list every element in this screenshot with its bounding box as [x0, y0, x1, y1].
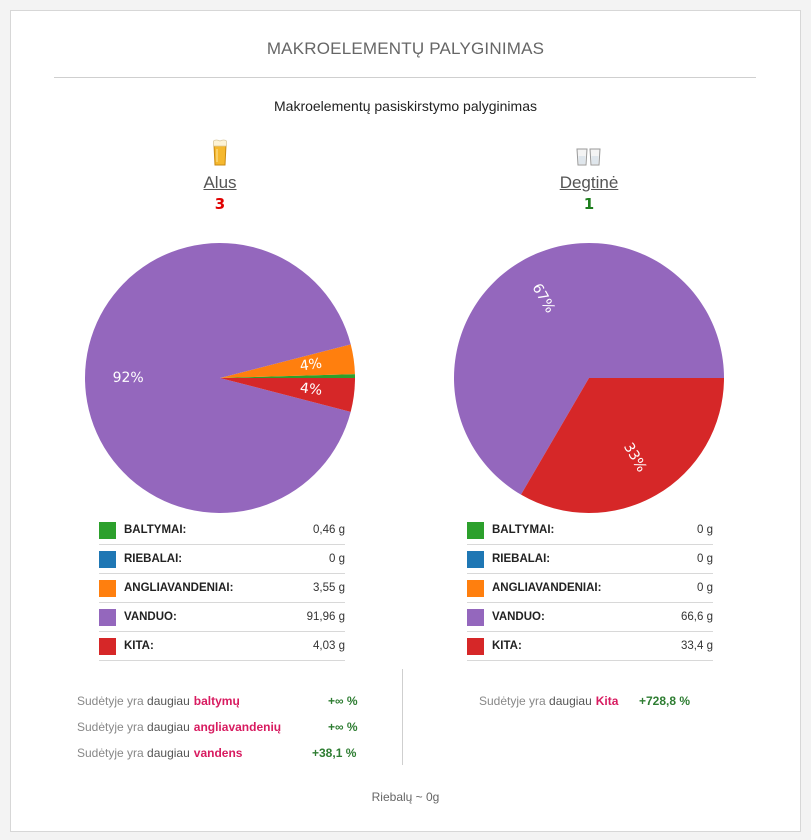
title-divider: [54, 77, 756, 78]
pie-slice-kita[interactable]: [220, 378, 355, 412]
legend-value: 33,4 g: [681, 640, 713, 652]
pie-slice-baltymai[interactable]: [220, 374, 355, 378]
legend-row-angliavandeniai: ANGLIAVANDENIAI: 3,55 g: [99, 574, 345, 603]
chart-subtitle: Makroelementų pasiskirstymo palyginimas: [274, 98, 537, 114]
legend-swatch-baltymai: [99, 521, 116, 539]
pie-slice-vanduo[interactable]: [85, 242, 351, 513]
legend-swatch-kita: [467, 637, 484, 655]
legend-row-baltymai: BALTYMAI: 0,46 g: [99, 516, 345, 545]
comparison-nutrient: vandens: [193, 746, 243, 760]
legend-swatch-angliavandeniai: [467, 579, 484, 597]
comparison-divider: [402, 669, 403, 765]
legend-degtine: BALTYMAI: 0 g RIEBALAI: 0 g ANGLIAVANDENIAI:…: [467, 516, 713, 661]
legend-label: KITA:: [492, 640, 522, 652]
legend-row-vanduo: VANDUO: 66,6 g: [467, 603, 713, 632]
comparison-row: Sudėtyje yra daugiau Kita +728,8 %: [479, 694, 691, 708]
comparison-nutrient: baltymų: [193, 694, 240, 708]
legend-label: ANGLIAVANDENIAI:: [124, 582, 234, 594]
footer-note: Riebalų ~ 0g: [371, 790, 440, 804]
comparison-percent: +∞ %: [328, 694, 358, 708]
drink-link-degtine[interactable]: Degtinė: [559, 173, 619, 192]
legend-label: RIEBALAI:: [124, 553, 183, 565]
legend-value: 0,46 g: [313, 524, 345, 536]
legend-row-kita: KITA: 33,4 g: [467, 632, 713, 661]
comparison-nutrient: Kita: [595, 694, 619, 708]
legend-label: ANGLIAVANDENIAI:: [492, 582, 602, 594]
legend-swatch-vanduo: [467, 608, 484, 626]
macro-comparison-card: MAKROELEMENTŲ PALYGINIMAS Makroelementų …: [10, 10, 801, 832]
comparison-row: Sudėtyje yra daugiau baltymų +∞ %: [77, 694, 358, 708]
page-title: MAKROELEMENTŲ PALYGINIMAS: [266, 39, 545, 58]
legend-swatch-kita: [99, 637, 116, 655]
drink-header-degtine: Degtinė 1: [489, 137, 689, 213]
legend-label: BALTYMAI:: [492, 524, 555, 536]
legend-value: 3,55 g: [313, 582, 345, 594]
legend-row-vanduo: VANDUO: 91,96 g: [99, 603, 345, 632]
legend-value: 4,03 g: [313, 640, 345, 652]
legend-row-baltymai: BALTYMAI: 0 g: [467, 516, 713, 545]
pie-chart-degtine: 67%33%: [453, 243, 724, 513]
pie-slice-vanduo[interactable]: [453, 243, 724, 495]
legend-label: VANDUO:: [492, 611, 545, 623]
comparison-percent: +∞ %: [328, 720, 358, 734]
drink-link-alus[interactable]: Alus: [203, 173, 237, 192]
legend-swatch-angliavandeniai: [99, 579, 116, 597]
comparison-percent: +728,8 %: [639, 694, 691, 708]
comparison-nutrient: angliavandenių: [193, 720, 282, 734]
legend-value: 0 g: [329, 553, 345, 565]
legend-row-kita: KITA: 4,03 g: [99, 632, 345, 661]
pie-label-kita: 4%: [299, 380, 323, 399]
drink-score-alus: 3: [214, 195, 226, 213]
pie-slice-angliavandeniai[interactable]: [220, 344, 355, 378]
legend-value: 91,96 g: [306, 611, 345, 623]
legend-swatch-vanduo: [99, 608, 116, 626]
pie-label-vanduo: 92%: [113, 370, 144, 386]
legend-value: 0 g: [697, 553, 713, 565]
pie-slice-kita[interactable]: [521, 378, 724, 513]
drink-header-alus: Alus 3: [120, 137, 320, 213]
legend-value: 0 g: [697, 582, 713, 594]
pie-label-angliavandeniai: 4%: [299, 356, 323, 375]
legend-row-angliavandeniai: ANGLIAVANDENIAI: 0 g: [467, 574, 713, 603]
legend-label: KITA:: [124, 640, 154, 652]
pie-chart-alus: 4% 92% 4%: [85, 242, 355, 513]
legend-swatch-baltymai: [467, 521, 484, 539]
legend-value: 0 g: [697, 524, 713, 536]
legend-label: VANDUO:: [124, 611, 177, 623]
legend-row-riebalai: RIEBALAI: 0 g: [99, 545, 345, 574]
shot-glasses-icon: [489, 137, 689, 167]
comparison-row: Sudėtyje yra daugiau vandens +38,1 %: [77, 746, 357, 760]
legend-swatch-riebalai: [467, 550, 484, 568]
legend-value: 66,6 g: [681, 611, 713, 623]
legend-label: BALTYMAI:: [124, 524, 187, 536]
beer-glass-icon: [120, 137, 320, 167]
legend-alus: BALTYMAI: 0,46 g RIEBALAI: 0 g ANGLIAVANDENI…: [99, 516, 345, 661]
drink-score-degtine: 1: [583, 195, 595, 213]
legend-label: RIEBALAI:: [492, 553, 551, 565]
legend-row-riebalai: RIEBALAI: 0 g: [467, 545, 713, 574]
comparison-row: Sudėtyje yra daugiau angliavandenių +∞ %: [77, 720, 358, 734]
legend-swatch-riebalai: [99, 550, 116, 568]
comparison-percent: +38,1 %: [312, 746, 357, 760]
